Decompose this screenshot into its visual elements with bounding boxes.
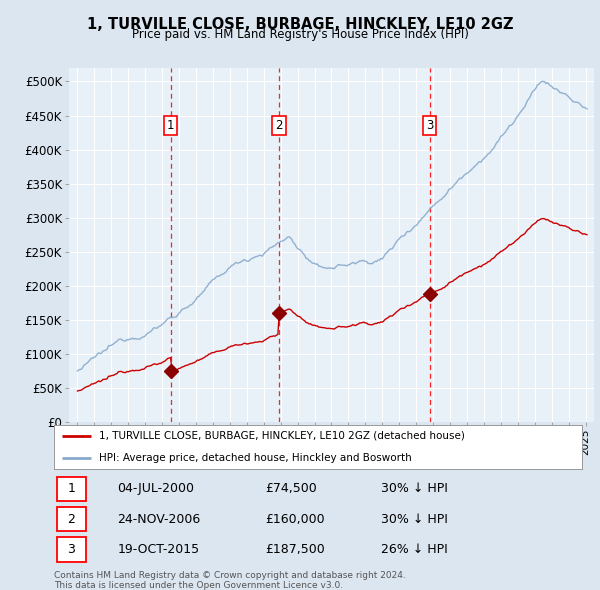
Text: £187,500: £187,500 — [265, 543, 325, 556]
Text: 1: 1 — [67, 483, 75, 496]
Text: Contains HM Land Registry data © Crown copyright and database right 2024.
This d: Contains HM Land Registry data © Crown c… — [54, 571, 406, 590]
Text: 30% ↓ HPI: 30% ↓ HPI — [382, 483, 448, 496]
Text: 1, TURVILLE CLOSE, BURBAGE, HINCKLEY, LE10 2GZ (detached house): 1, TURVILLE CLOSE, BURBAGE, HINCKLEY, LE… — [99, 431, 465, 441]
FancyBboxPatch shape — [56, 537, 86, 562]
Text: 1, TURVILLE CLOSE, BURBAGE, HINCKLEY, LE10 2GZ: 1, TURVILLE CLOSE, BURBAGE, HINCKLEY, LE… — [87, 17, 513, 31]
Text: Price paid vs. HM Land Registry's House Price Index (HPI): Price paid vs. HM Land Registry's House … — [131, 28, 469, 41]
Text: 30% ↓ HPI: 30% ↓ HPI — [382, 513, 448, 526]
FancyBboxPatch shape — [56, 507, 86, 532]
FancyBboxPatch shape — [56, 477, 86, 502]
Text: 24-NOV-2006: 24-NOV-2006 — [118, 513, 200, 526]
Text: 04-JUL-2000: 04-JUL-2000 — [118, 483, 194, 496]
Text: 3: 3 — [426, 119, 433, 132]
Text: 3: 3 — [67, 543, 75, 556]
Text: £160,000: £160,000 — [265, 513, 325, 526]
Text: 2: 2 — [67, 513, 75, 526]
Text: 1: 1 — [167, 119, 175, 132]
Text: HPI: Average price, detached house, Hinckley and Bosworth: HPI: Average price, detached house, Hinc… — [99, 453, 412, 463]
Text: 19-OCT-2015: 19-OCT-2015 — [118, 543, 199, 556]
Text: £74,500: £74,500 — [265, 483, 317, 496]
Text: 26% ↓ HPI: 26% ↓ HPI — [382, 543, 448, 556]
Text: 2: 2 — [275, 119, 283, 132]
